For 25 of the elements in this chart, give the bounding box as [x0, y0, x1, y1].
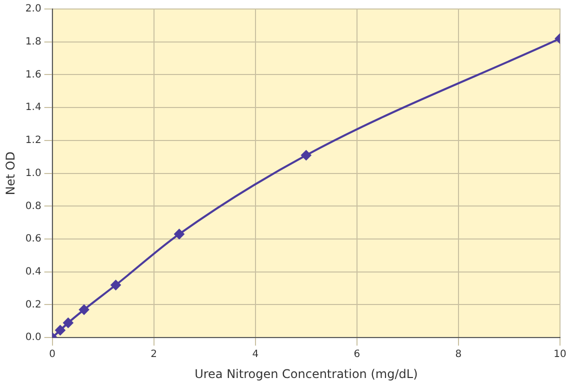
point [174, 229, 184, 240]
x-tick-label: 10 [554, 349, 566, 360]
y-tick-label: 2.0 [25, 4, 42, 15]
y-tick-label: 1.2 [25, 135, 42, 146]
x-tick-label: 2 [150, 349, 158, 360]
x-tick-label: 8 [455, 349, 462, 360]
y-tick-label: 0.4 [25, 266, 42, 278]
y-tick-label: 1.4 [25, 102, 42, 114]
y-tick-label: 0.6 [25, 234, 42, 245]
y-tick-label: 0.8 [25, 200, 42, 212]
y-tick-label: 1.6 [25, 69, 42, 80]
point [63, 318, 74, 328]
point [301, 150, 312, 160]
y-tick-label: 1.8 [25, 36, 42, 48]
x-axis-title: Urea Nitrogen Concentration (mg/dL) [194, 366, 418, 381]
x-tick-label: 4 [252, 349, 259, 360]
x-tick-label: 0 [49, 349, 56, 360]
y-tick-label: 1.0 [25, 168, 42, 179]
point [110, 280, 121, 290]
x-tick-label: 6 [354, 349, 360, 360]
point [55, 325, 66, 336]
y-axis-title: Net OD [3, 152, 18, 196]
y-tick-label: 0.0 [25, 332, 42, 344]
point [79, 304, 90, 315]
y-tick-label: 0.2 [25, 299, 42, 310]
